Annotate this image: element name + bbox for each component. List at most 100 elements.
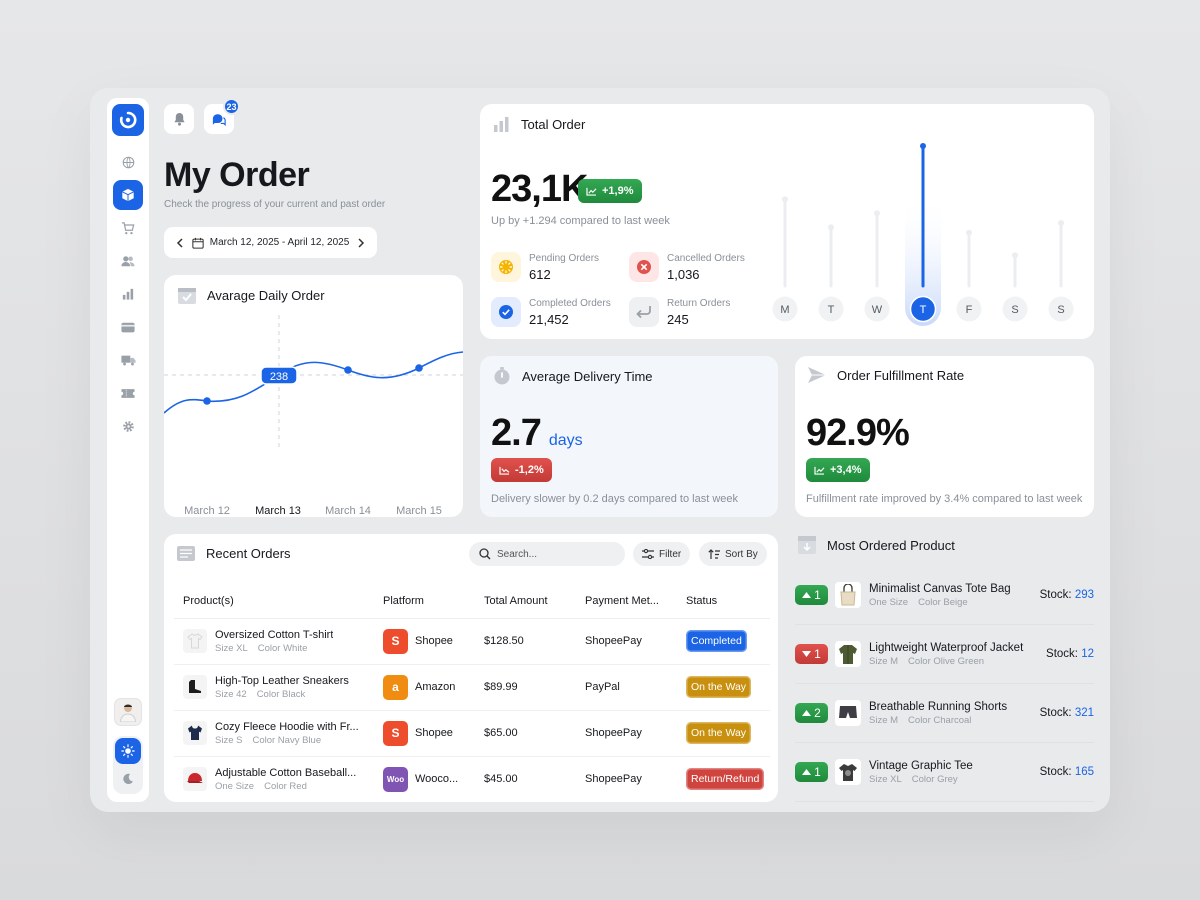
x-axis-label[interactable]: March 14 [325,505,371,517]
weekday-label: F [966,304,973,316]
tooltip-value: 238 [270,371,288,383]
stock-info: Stock: 165 [1040,766,1094,778]
messages-button[interactable]: 23 [204,98,240,134]
sidebar-item-orders[interactable] [113,180,143,210]
theme-toggle [113,736,143,794]
moon-icon [123,773,133,785]
payment-cell: PayPal [576,664,677,711]
sidebar [107,98,149,802]
dark-mode-button[interactable] [115,766,141,792]
stock-value: 321 [1074,707,1094,719]
data-point[interactable] [203,397,211,405]
app-logo[interactable] [112,104,144,136]
product-size: Size M [869,655,899,667]
sidebar-item-globe[interactable] [113,147,143,177]
sort-button[interactable]: Sort By [699,542,767,566]
status-badge[interactable]: On the Way [686,676,752,698]
card-icon [121,322,135,332]
table-row[interactable]: Cozy Fleece Hoodie with Fr... Size S Color… [174,710,770,757]
weekday-label: T [920,304,927,316]
payment-cell: ShopeePay [576,618,677,665]
product-name: Breathable Running Shorts [869,700,1008,713]
list-item[interactable]: 1 Minimalist Canvas Tote Bag One Size Color… [795,566,1094,625]
product-size: Size M [869,714,899,726]
weekday-chip[interactable] [772,296,798,322]
search-icon [479,548,491,560]
weekday-chip[interactable] [909,295,937,323]
rank-value: 1 [814,647,821,661]
chevron-right-icon[interactable] [357,237,365,248]
card-title: Most Ordered Product [827,537,955,553]
table-row[interactable]: Adjustable Cotton Baseball... One Size Col… [174,756,770,802]
chevron-left-icon[interactable] [176,237,184,248]
fulfillment-note: Fulfillment rate improved by 3.4% compar… [806,493,1083,505]
product-size: One Size [869,596,909,608]
data-point[interactable] [344,366,352,374]
stat-return: Return Orders 245 [629,297,730,327]
sidebar-item-analytics[interactable] [113,279,143,309]
rank-badge: 2 [795,703,828,723]
cart-icon [121,221,135,234]
stat-label: Return Orders [667,297,731,309]
caret-up-icon [802,710,812,716]
status-cell: On the Way [677,710,770,757]
status-badge[interactable]: Completed [686,630,747,652]
sidebar-item-payments[interactable] [113,312,143,342]
stock-label: Stock: [1039,766,1072,778]
column-header[interactable]: Total Amount [475,584,576,619]
column-header[interactable]: Status [677,584,770,619]
stat-completed: Completed Orders 21,452 [491,297,611,327]
product-thumbnail [183,629,207,653]
weekday-chip[interactable] [1048,296,1074,322]
weekday-bar-cap [782,196,788,203]
x-axis-label[interactable]: March 15 [396,505,442,517]
filter-label: Filter [659,548,682,560]
rank-badge: 1 [795,644,828,664]
light-mode-button[interactable] [115,738,141,764]
list-item[interactable]: 2 Breathable Running Shorts Size M Color Ch… [795,684,1094,743]
x-axis-label[interactable]: March 13 [255,505,301,517]
column-header[interactable]: Product(s) [174,584,374,619]
amount-cell: $45.00 [475,756,576,802]
product-thumbnail [183,675,207,699]
date-range-picker[interactable]: March 12, 2025 - April 12, 2025 [164,227,377,258]
filter-button[interactable]: Filter [633,542,691,566]
most-ordered-header: Most Ordered Product [797,535,955,555]
cancel-icon [637,260,651,274]
data-point[interactable] [415,364,423,372]
bell-icon [173,112,185,126]
list-item[interactable]: 1 Lightweight Waterproof Jacket Size M Colo… [795,625,1094,684]
status-badge[interactable]: Return/Refund [686,768,765,790]
avatar[interactable] [114,698,142,726]
weekday-chip[interactable] [956,296,982,322]
search-input[interactable]: Search... [469,542,625,566]
product-color: Color Charcoal [908,714,972,726]
list-item[interactable]: 1 Vintage Graphic Tee Size XL Color Grey Sto… [795,743,1094,802]
jacket-icon [839,645,857,664]
sidebar-item-customers[interactable] [113,246,143,276]
box-icon [122,188,134,202]
product-thumbnail [183,721,207,745]
sidebar-item-cart[interactable] [113,213,143,243]
total-order-card: Total Order 23,1K +1,9% Up by +1.294 com… [480,104,1094,339]
notifications-button[interactable] [164,104,194,134]
platform-glyph: Woo [386,774,405,784]
x-axis-label[interactable]: March 12 [184,505,230,517]
status-badge[interactable]: On the Way [686,722,752,744]
status-cell: Completed [677,618,770,665]
weekday-chip[interactable] [818,296,844,322]
weekday-label: T [828,304,835,316]
weekday-chip[interactable] [1002,296,1028,322]
weekday-chip[interactable] [864,296,890,322]
sidebar-item-shipping[interactable] [113,345,143,375]
table-row[interactable]: High-Top Leather Sneakers Size 42 Color Bl… [174,664,770,711]
sidebar-item-settings[interactable] [113,411,143,441]
sort-label: Sort By [725,548,758,560]
table-row[interactable]: Oversized Cotton T-shirt Size XL Color Whi… [174,618,770,665]
platform-glyph: S [391,726,400,740]
column-header[interactable]: Platform [374,584,475,619]
amount-cell: $89.99 [475,664,576,711]
user-avatar-icon [119,704,137,722]
column-header[interactable]: Payment Met... [576,584,677,619]
sidebar-item-coupons[interactable] [113,378,143,408]
